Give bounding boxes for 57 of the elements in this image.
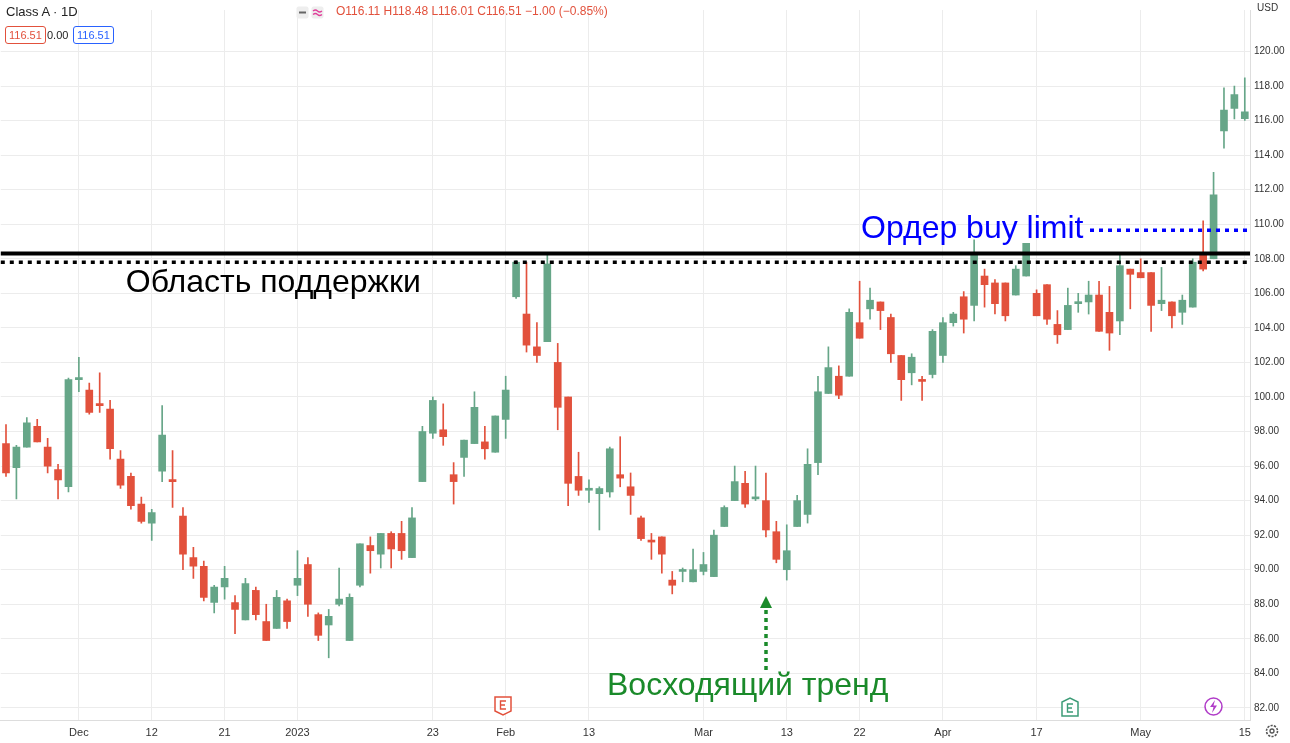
y-tick-label: 106.00 (1254, 287, 1286, 299)
y-tick-label: 82.00 (1254, 701, 1280, 713)
y-tick-label: 100.00 (1254, 390, 1286, 402)
x-tick-label: Apr (934, 725, 952, 738)
x-tick-label: 21 (218, 725, 231, 738)
chart-title: Class A · 1D (6, 4, 78, 19)
x-tick-label: Mar (694, 725, 714, 738)
candlestick (324, 609, 333, 659)
candlestick (481, 426, 489, 460)
candlestick (95, 372, 104, 413)
x-tick-label: Dec (69, 725, 90, 738)
candlestick (1126, 268, 1135, 310)
ref-line-label: Ордер buy limit (861, 209, 1084, 246)
x-tick-label: May (1130, 725, 1152, 738)
y-tick-label: 88.00 (1254, 598, 1280, 610)
y-tick-label: 104.00 (1254, 321, 1286, 333)
x-tick-label: 12 (145, 725, 158, 738)
y-tick-label: 118.00 (1254, 79, 1285, 91)
y-axis-title: USD (1257, 2, 1279, 13)
annotation: 116.51 (73, 26, 114, 44)
candlestick (439, 403, 448, 446)
y-tick-label: 84.00 (1254, 667, 1280, 679)
x-tick-label: 17 (1030, 725, 1043, 738)
candlestick (75, 356, 83, 393)
annotation: Восходящий тренд (607, 666, 889, 703)
x-tick-label: 22 (853, 725, 866, 738)
y-tick-label: 120.00 (1254, 45, 1286, 57)
candlestick (1240, 77, 1249, 121)
candlestick (335, 567, 343, 607)
y-tick-label: 86.00 (1254, 632, 1280, 644)
x-tick-label: 13 (582, 725, 596, 738)
annotation: 0.00 (47, 28, 69, 43)
x-tick-label: 15 (1238, 725, 1251, 738)
candlestick (533, 322, 541, 363)
ref-line-label: Область поддержки (125, 263, 421, 300)
candlestick (231, 595, 239, 634)
candlestick (616, 436, 625, 488)
y-tick-label: 102.00 (1254, 356, 1286, 368)
y-tick-label: 92.00 (1254, 528, 1280, 540)
y-tick-label: 98.00 (1254, 425, 1280, 437)
y-tick-label: 96.00 (1254, 459, 1280, 471)
candlestick (585, 479, 593, 503)
y-tick-label: 94.00 (1254, 494, 1280, 506)
y-tick-label: 114.00 (1254, 148, 1285, 160)
y-tick-label: 90.00 (1254, 563, 1280, 575)
x-tick-label: 13 (780, 725, 793, 738)
y-tick-label: 108.00 (1254, 252, 1286, 264)
y-tick-label: 110.00 (1254, 217, 1285, 229)
y-tick-label: 116.00 (1254, 114, 1285, 126)
y-tick-label: 112.00 (1254, 183, 1285, 195)
x-tick-label: Feb (496, 725, 516, 738)
x-tick-label: 2023 (285, 725, 310, 738)
x-tick-label: 23 (426, 725, 439, 738)
candlestick (918, 375, 926, 401)
annotation: 116.51 (5, 26, 46, 44)
candlestick (1074, 292, 1083, 313)
annotation: O116.11 H118.48 L116.01 C116.51 −1.00 (−0.85%) (336, 4, 608, 18)
